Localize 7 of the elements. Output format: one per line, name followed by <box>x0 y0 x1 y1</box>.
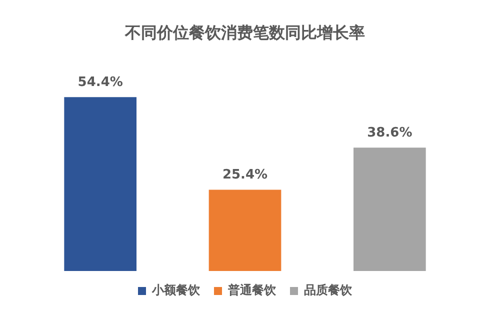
data-label: 54.4% <box>78 74 123 90</box>
legend-label: 品质餐饮 <box>304 283 353 298</box>
chart-title: 不同价位餐饮消费笔数同比增长率 <box>124 22 365 42</box>
data-label: 25.4% <box>222 168 268 183</box>
legend-label: 普通餐饮 <box>227 283 277 298</box>
legend-label: 小额餐饮 <box>151 283 201 298</box>
data-label: 38.6% <box>367 125 412 140</box>
